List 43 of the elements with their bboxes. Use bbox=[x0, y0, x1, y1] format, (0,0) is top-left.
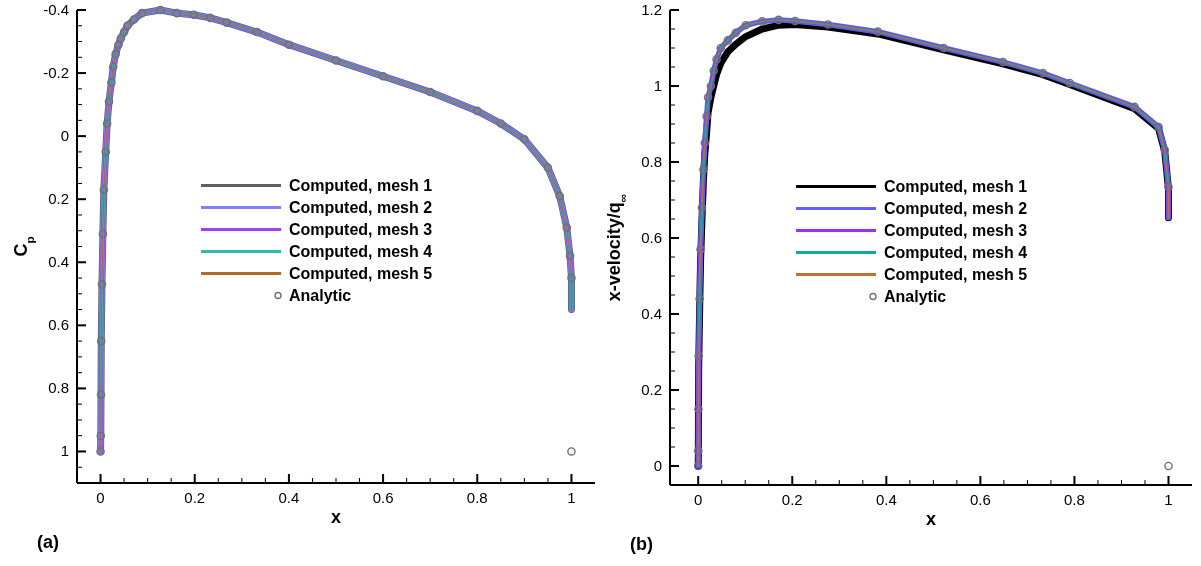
x-tick-label: 0 bbox=[96, 489, 105, 506]
y-tick-label: 0 bbox=[60, 127, 69, 145]
legend-label: Computed, mesh 1 bbox=[289, 176, 433, 194]
legend-label: Analytic bbox=[884, 287, 947, 305]
x-tick-label: 0.6 bbox=[969, 491, 991, 508]
legend-label: Computed, mesh 5 bbox=[289, 264, 433, 282]
x-tick-label: 0.6 bbox=[372, 489, 394, 506]
y-tick-label: 1 bbox=[60, 442, 69, 460]
x-tick-label: 0.8 bbox=[466, 489, 488, 506]
y-tick-label: 0.4 bbox=[641, 305, 662, 322]
y-tick-label: 0.6 bbox=[48, 316, 69, 334]
legend-label: Computed, mesh 1 bbox=[884, 177, 1028, 195]
y-tick-label: -0.4 bbox=[43, 1, 69, 18]
y-tick-label: 0.2 bbox=[641, 381, 662, 398]
y-tick-label: 0.6 bbox=[641, 229, 662, 246]
y-tick-label: 0.2 bbox=[48, 190, 69, 208]
legend-label: Computed, mesh 3 bbox=[884, 221, 1028, 239]
x-tick-label: 0.2 bbox=[781, 491, 803, 508]
x-axis-title: x bbox=[330, 507, 342, 527]
x-tick-label: 0.4 bbox=[875, 491, 897, 508]
legend-label: Computed, mesh 4 bbox=[884, 243, 1028, 261]
text: (a) bbox=[37, 532, 59, 552]
text: (b) bbox=[630, 534, 653, 554]
x-tick-label: 1 bbox=[1164, 491, 1173, 508]
legend-label: Analytic bbox=[289, 286, 352, 304]
y-tick-label: 0 bbox=[653, 457, 662, 474]
x-tick-label: 0.8 bbox=[1064, 491, 1085, 508]
x-tick-label: 0.2 bbox=[184, 489, 206, 506]
legend-label: Computed, mesh 2 bbox=[289, 198, 433, 216]
x-axis-title: x bbox=[925, 509, 937, 529]
y-tick-label: 0.8 bbox=[48, 379, 69, 397]
y-tick-label: -0.2 bbox=[43, 64, 69, 82]
x-tick-label: 0 bbox=[694, 491, 703, 508]
legend-label: Computed, mesh 3 bbox=[289, 220, 433, 238]
y-tick-label: 0.8 bbox=[641, 153, 662, 170]
y-tick-label: 0.4 bbox=[48, 253, 69, 271]
legend-label: Computed, mesh 5 bbox=[884, 265, 1028, 283]
legend-label: Computed, mesh 4 bbox=[289, 242, 433, 260]
legend-label: Computed, mesh 2 bbox=[884, 199, 1028, 217]
x-tick-label: 1 bbox=[567, 489, 576, 506]
y-tick-label: 1.2 bbox=[641, 1, 662, 18]
y-tick-label: 1 bbox=[653, 77, 662, 94]
x-tick-label: 0.4 bbox=[278, 489, 300, 506]
